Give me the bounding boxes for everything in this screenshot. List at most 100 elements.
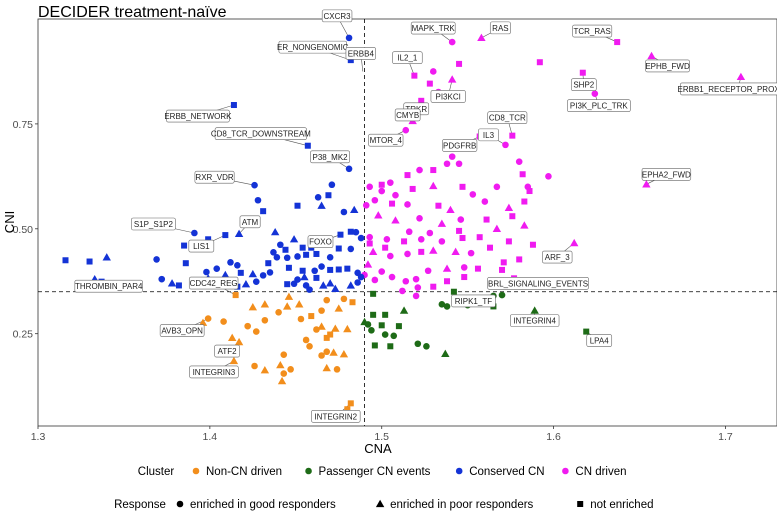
data-point [318,307,325,314]
data-point [344,265,351,272]
cluster-legend: Cluster Non-CN driven Passenger CN events… [138,466,627,478]
data-point [429,68,437,75]
data-point [237,269,244,276]
data-point [477,33,486,42]
data-point [323,296,331,304]
point-label-text: CD8_TCR_DOWNSTREAM [211,130,311,139]
data-point [297,315,305,323]
data-point [304,142,311,149]
point-label-box [641,168,692,181]
point-label: PI3KCI [430,90,466,103]
data-point [443,160,451,168]
data-point [265,260,272,267]
data-point [294,202,301,209]
response-legend-swatch [375,499,385,508]
data-point [441,349,450,357]
data-point [229,356,239,365]
data-point [270,248,277,256]
data-point [493,183,501,191]
data-point [483,216,490,223]
data-point [467,249,475,257]
cluster-legend-swatch [192,467,200,475]
data-point [300,272,309,281]
response-legend-item: enriched in poor responders [375,499,534,511]
data-point [339,350,349,358]
data-point [343,324,352,333]
data-point [430,283,437,290]
data-point [182,260,189,267]
data-point [345,34,353,42]
point-label-text: IL2_1 [397,54,418,63]
data-point [248,269,258,278]
data-point [404,250,411,258]
point-label-text: PI3K_PLC_TRK [570,102,628,111]
point-label-text: CXCR3 [324,12,352,21]
data-point [248,303,258,311]
y-tick-label: 0.25 [13,329,34,341]
point-label: RXR_VDR [194,170,235,184]
data-point [416,215,423,222]
data-point [322,363,331,372]
point-label: INTEGRIN3 [189,365,239,379]
data-point [311,267,318,275]
data-point [205,236,212,243]
point-label-text: INTEGRIN2 [314,412,357,421]
data-point [500,259,507,266]
cluster-legend-item: Conserved CN [455,466,545,478]
response-legend-label: not enriched [590,499,653,511]
point-label: LPA4 [586,334,613,347]
point-label-box [586,334,613,347]
point-label-text: FOXO [309,238,332,247]
point-label-text: ARF_3 [545,253,570,262]
point-label-box [645,59,690,73]
point-label-box [572,24,613,38]
data-point [254,196,262,204]
data-point [280,370,288,377]
data-point [62,257,69,264]
reference-lines [38,19,777,426]
data-point [457,216,465,223]
data-point [306,286,313,293]
data-point [285,264,292,271]
point-label-text: INTEGRIN4 [513,317,556,326]
point-label-box [478,128,499,142]
point-label: MAPK_TRK [410,21,456,35]
y-tick-label: 0.75 [13,119,34,131]
data-point [402,126,410,134]
data-point [438,238,446,245]
point-label-box [166,109,230,123]
data-point [277,241,284,249]
data-point [481,198,489,205]
point-label: CDC42_REG [188,276,239,290]
data-point [350,205,359,214]
y-tick-label: 0.50 [13,224,34,236]
point-label-box [542,250,573,264]
data-point [284,292,294,300]
point-label-box [194,170,235,184]
point-label: ERBB1_RECEPTOR_PROXIMAL [678,82,777,96]
point-label: PDGFRB [442,139,478,152]
x-tick-label: 1.7 [718,431,733,443]
point-label-box [394,108,421,122]
data-point [299,244,306,251]
data-point [251,362,258,370]
data-point [404,172,411,179]
data-point [153,256,160,263]
data-point [368,327,375,334]
data-point [260,365,270,374]
data-point [448,153,456,160]
data-point [323,348,331,356]
data-point [409,185,416,192]
point-label-box [368,133,404,147]
point-label: S1P_S1P2 [131,217,176,231]
data-point [378,322,385,329]
data-point [266,269,274,276]
cluster-legend-item: CN driven [562,466,627,478]
point-label-text: THROMBIN_PAR4 [75,282,143,291]
point-label-box [159,324,205,337]
point-label-box [487,111,528,124]
data-point [392,191,399,199]
data-point [374,211,383,219]
chart-title: DECIDER treatment-naïve [38,4,227,21]
